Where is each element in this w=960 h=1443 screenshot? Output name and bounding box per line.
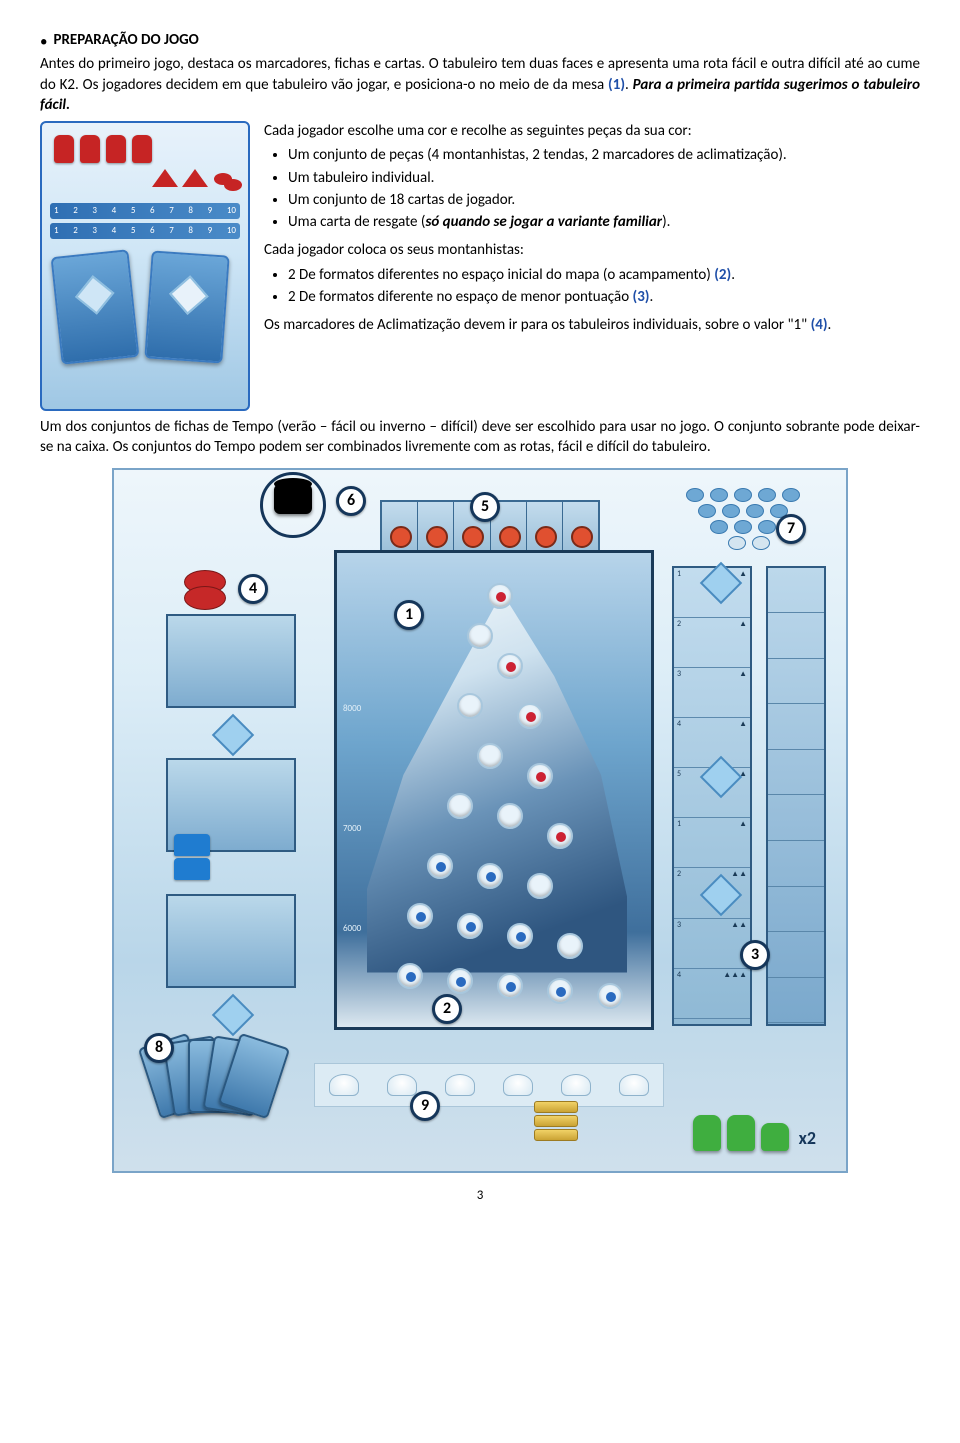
callout-4: 4 [238,574,268,604]
red-discs [184,570,226,602]
callout-9: 9 [410,1091,440,1121]
base-camp-strip [314,1063,664,1107]
acclimatization-note: Os marcadores de Aclimatização devem ir … [264,315,920,335]
list-item: Um conjunto de peças (4 montanhistas, 2 … [288,145,920,165]
components-thumbnail: 12345678910 12345678910 [40,121,250,411]
turn-marker [274,484,312,514]
callout-2: 2 [432,994,462,1024]
intro-text-2: . [625,76,633,94]
components-list: Um conjunto de peças (4 montanhistas, 2 … [264,145,920,232]
player-board-red [166,614,296,708]
right-lead: Cada jogador escolhe uma cor e recolhe a… [264,121,920,141]
callout-6: 6 [336,486,366,516]
card-back-2 [144,250,229,363]
ref-1: (1) [608,76,625,94]
list-item: Um tabuleiro individual. [288,168,920,188]
gold-tokens [534,1101,578,1141]
callout-3: 3 [740,940,770,970]
weather-paragraph: Um dos conjuntos de fichas de Tempo (ver… [40,417,920,458]
callout-1: 1 [394,600,424,630]
main-board: 8000 7000 6000 [334,550,654,1030]
list-item: 2 De formatos diferentes no espaço inici… [288,265,920,285]
intro-paragraph: Antes do primeiro jogo, destaca os marca… [40,54,920,115]
bullet-icon: • [40,32,47,52]
callout-7: 7 [776,514,806,544]
right-lead-2: Cada jogador coloca os seus montanhistas… [264,240,920,260]
number-strip: 12345678910 [50,203,240,219]
number-strip-2: 12345678910 [50,223,240,239]
green-meeples: x2 [693,1115,816,1151]
page-number: 3 [40,1187,920,1205]
setup-diagram: 6 5 7 4 8000 7000 6000 [112,468,848,1173]
list-item-text: Uma carta de resgate (só quando se jogar… [288,213,670,231]
score-track [766,566,826,1026]
blue-tents [174,834,210,882]
player-board-blue [166,894,296,988]
callout-8: 8 [144,1033,174,1063]
list-item: Um conjunto de 18 cartas de jogador. [288,190,920,210]
x2-label: x2 [799,1126,816,1150]
list-item: Uma carta de resgate (só quando se jogar… [288,212,920,232]
callout-5: 5 [470,492,500,522]
card-back-1 [51,249,140,365]
section-heading: PREPARAÇÃO DO JOGO [53,30,198,50]
placement-list: 2 De formatos diferentes no espaço inici… [264,265,920,308]
list-item: 2 De formatos diferente no espaço de men… [288,287,920,307]
